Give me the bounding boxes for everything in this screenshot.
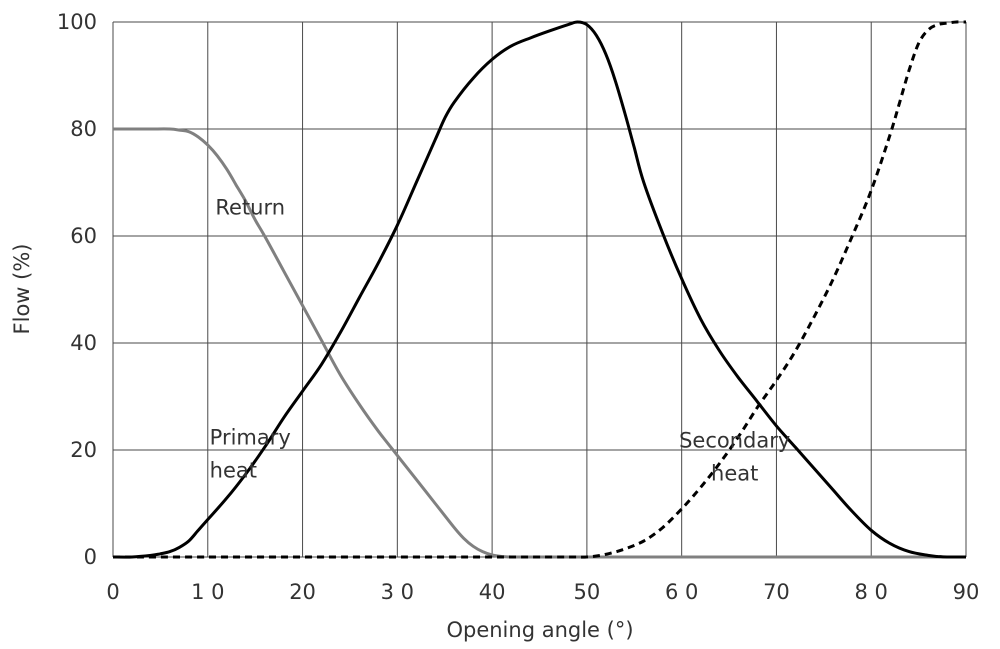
y-tick-label: 20 — [70, 438, 97, 462]
x-tick-label: 6 0 — [665, 580, 698, 604]
y-tick-label: 100 — [57, 10, 97, 34]
x-tick-label: 40 — [479, 580, 506, 604]
x-tick-labels: 0 1 0 20 3 0 40 50 6 0 70 8 0 90 — [106, 580, 979, 604]
annotation-primary: heat — [210, 459, 257, 483]
y-tick-label: 40 — [70, 331, 97, 355]
y-tick-label: 0 — [84, 545, 97, 569]
annotation-secondary: heat — [711, 461, 758, 485]
curve-annotations: Return Primary heat Secondary heat — [210, 196, 791, 486]
y-tick-label: 80 — [70, 117, 97, 141]
x-tick-label: 3 0 — [381, 580, 414, 604]
annotation-return: Return — [215, 196, 285, 220]
x-tick-label: 70 — [763, 580, 790, 604]
series-lines — [112, 20, 967, 559]
x-tick-label: 1 0 — [191, 580, 224, 604]
y-tick-labels: 0 20 40 60 80 100 — [57, 10, 97, 569]
annotation-primary: Primary — [210, 426, 291, 450]
x-axis-title: Opening angle (°) — [446, 618, 633, 642]
x-tick-label: 8 0 — [855, 580, 888, 604]
x-tick-label: 90 — [953, 580, 980, 604]
grid — [112, 21, 967, 558]
x-tick-label: 0 — [106, 580, 119, 604]
y-axis-title: Flow (%) — [10, 244, 34, 335]
x-tick-label: 50 — [574, 580, 601, 604]
series-line-secondary-heat — [112, 20, 967, 559]
series-line-primary-heat — [112, 20, 966, 559]
x-tick-label: 20 — [289, 580, 316, 604]
annotation-secondary: Secondary — [679, 428, 790, 452]
y-tick-label: 60 — [70, 224, 97, 248]
